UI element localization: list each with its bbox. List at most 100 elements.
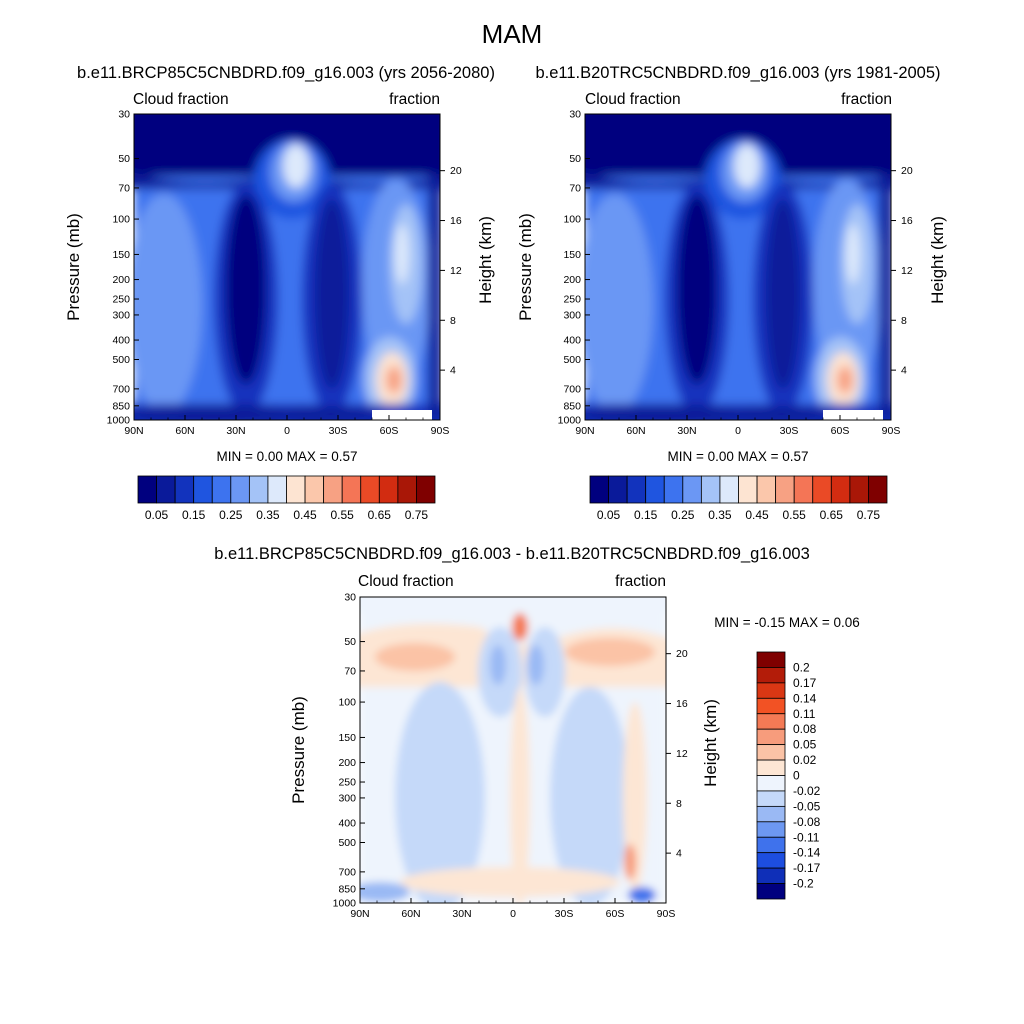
colorbar-1-swatch-8 — [286, 475, 306, 504]
colorbar-1-label-6: 0.65 — [368, 508, 392, 522]
colorbar-2-swatch-5 — [682, 475, 702, 504]
panel-3-colorbar: 0.2 0.170.14 0.110.08 0.050.02 0-0.02-0.05 -0… — [756, 651, 821, 900]
panel-3-ylabel-right: Height (km) — [701, 699, 720, 787]
panel-2-xtick-label-2: 30N — [677, 425, 696, 437]
figure-title: MAM — [482, 19, 543, 49]
panel-1-plot-area — [133, 113, 441, 421]
panel-2-ytick-label-6: 250 — [563, 294, 581, 306]
colorbar-2-swatch-2 — [626, 475, 647, 504]
colorbar-2-swatch-1 — [608, 475, 628, 504]
colorbar-1-swatch-15 — [416, 475, 436, 504]
panel-2-ytick-label-7: 300 — [563, 309, 581, 321]
colorbar-1-swatch-0 — [137, 475, 157, 504]
panel-1-xtick-label-0: 90N — [124, 425, 143, 437]
colorbar-diff-swatch-6 — [756, 744, 786, 761]
panel-2-xtick-label-0: 90N — [575, 425, 594, 437]
colorbar-diff-label-1: 0.17 — [793, 676, 817, 690]
panel-2-left-label: Cloud fraction — [585, 91, 681, 108]
colorbar-diff-label-11: -0.11 — [793, 830, 820, 844]
colorbar-1-label-0: 0.05 — [145, 508, 169, 522]
colorbar-diff-swatch-15 — [756, 883, 786, 900]
panel-2-plot-area — [584, 113, 892, 421]
panel-2-ytick-label-0: 30 — [569, 109, 581, 121]
colorbar-diff-swatch-13 — [756, 852, 786, 869]
panel-2-y2tick-label-3: 8 — [901, 315, 907, 327]
panel-3-ytick-label-5: 200 — [338, 757, 356, 769]
colorbar-diff-label-6: 0.02 — [793, 753, 817, 767]
panel-1-xtick-label-2: 30N — [226, 425, 245, 437]
colorbar-1-swatch-5 — [230, 475, 250, 504]
panel-1-y2tick-label-4: 4 — [450, 365, 456, 377]
panel-2-right-label: fraction — [841, 91, 892, 108]
colorbar-1-swatch-10 — [323, 475, 343, 504]
panel-3-case-title: b.e11.BRCP85C5CNBDRD.f09_g16.003 - b.e11… — [214, 545, 810, 563]
panel-1-xtick-label-1: 60N — [175, 425, 194, 437]
panel-2-xtick-label-3: 0 — [735, 425, 741, 437]
panel-3-right-label: fraction — [615, 573, 666, 590]
panel-3-plot-area — [359, 596, 667, 904]
colorbar-2-label-7: 0.75 — [857, 508, 881, 522]
panel-2-y2tick-label-2: 12 — [901, 265, 913, 277]
colorbar-diff-swatch-0 — [756, 651, 786, 668]
colorbar-2-label-4: 0.45 — [745, 508, 769, 522]
panel-1-ytick-label-5: 200 — [112, 274, 130, 286]
colorbar-2-label-3: 0.35 — [708, 508, 732, 522]
panel-2-ytick-label-11: 850 — [563, 400, 581, 412]
panel-2-minmax: MIN = 0.00 MAX = 0.57 — [667, 449, 808, 464]
panel-2-ylabel-right: Height (km) — [928, 216, 947, 304]
colorbar-diff-swatch-9 — [756, 790, 786, 807]
panel-1-y2tick-label-1: 16 — [450, 215, 462, 227]
panel-2-ytick-label-5: 200 — [563, 274, 581, 286]
panel-2-colorbar: 0.05 0.15 0.25 0.35 0.45 0.55 0.65 0.75 — [589, 475, 888, 522]
colorbar-2-swatch-11 — [793, 475, 814, 504]
panel-3-ytick-label-3: 100 — [338, 697, 356, 709]
panel-3-ytick-label-11: 850 — [338, 883, 356, 895]
panel-2-ytick-label-9: 500 — [563, 354, 581, 366]
panel-1-ytick-label-4: 150 — [112, 249, 130, 261]
colorbar-diff-label-4: 0.08 — [793, 722, 817, 736]
colorbar-diff-label-7: 0 — [793, 769, 800, 783]
panel-1-left-label: Cloud fraction — [133, 91, 229, 108]
colorbar-diff-label-13: -0.17 — [793, 861, 821, 875]
panel-3-minmax: MIN = -0.15 MAX = 0.06 — [714, 615, 860, 630]
panel-1-ytick-label-7: 300 — [112, 309, 130, 321]
colorbar-diff-label-9: -0.05 — [793, 799, 821, 813]
panel-2-xtick-label-4: 30S — [780, 425, 799, 437]
colorbar-1-label-5: 0.55 — [331, 508, 355, 522]
colorbar-diff-label-3: 0.11 — [793, 707, 816, 721]
panel-2-ytick-label-1: 50 — [569, 153, 581, 165]
colorbar-2-swatch-3 — [645, 475, 665, 504]
panel-1-y2tick-label-0: 20 — [450, 165, 462, 177]
panel-2-ytick-label-12: 1000 — [558, 415, 582, 427]
panel-1-minmax: MIN = 0.00 MAX = 0.57 — [216, 449, 357, 464]
colorbar-diff-swatch-3 — [756, 697, 786, 715]
panel-1: b.e11.BRCP85C5CNBDRD.f09_g16.003 (yrs 20… — [64, 64, 495, 522]
colorbar-2-swatch-7 — [719, 475, 739, 504]
panel-1-ytick-label-1: 50 — [118, 153, 130, 165]
panel-3-y2tick-label-3: 8 — [676, 798, 682, 810]
panel-1-colorbar: 0.05 0.15 0.25 0.35 0.45 0.55 0.65 0.75 — [137, 475, 436, 522]
panel-3-y2tick-label-0: 20 — [676, 648, 688, 660]
panel-1-ytick-label-10: 700 — [112, 383, 130, 395]
colorbar-diff-label-10: -0.08 — [793, 815, 821, 829]
panel-1-ytick-label-2: 70 — [118, 182, 130, 194]
panel-3: b.e11.BRCP85C5CNBDRD.f09_g16.003 - b.e11… — [214, 545, 860, 920]
colorbar-1-swatch-12 — [360, 475, 380, 504]
panel-2-xtick-label-5: 60S — [831, 425, 850, 437]
colorbar-1-swatch-13 — [378, 475, 399, 504]
panel-3-xtick-label-4: 30S — [555, 908, 574, 920]
colorbar-diff-swatch-8 — [756, 775, 786, 792]
colorbar-diff-swatch-11 — [756, 821, 786, 838]
panel-1-xtick-label-5: 60S — [380, 425, 399, 437]
panel-1-ytick-label-3: 100 — [112, 214, 130, 226]
colorbar-2-swatch-9 — [756, 475, 777, 504]
panel-3-xtick-label-0: 90N — [350, 908, 369, 920]
panel-3-ytick-label-7: 300 — [338, 792, 356, 804]
colorbar-diff-label-2: 0.14 — [793, 691, 817, 705]
panel-3-xtick-label-6: 90S — [657, 908, 676, 920]
colorbar-2-swatch-12 — [812, 475, 832, 504]
colorbar-diff-label-5: 0.05 — [793, 738, 817, 752]
colorbar-1-label-1: 0.15 — [182, 508, 206, 522]
colorbar-1-swatch-9 — [304, 475, 325, 504]
